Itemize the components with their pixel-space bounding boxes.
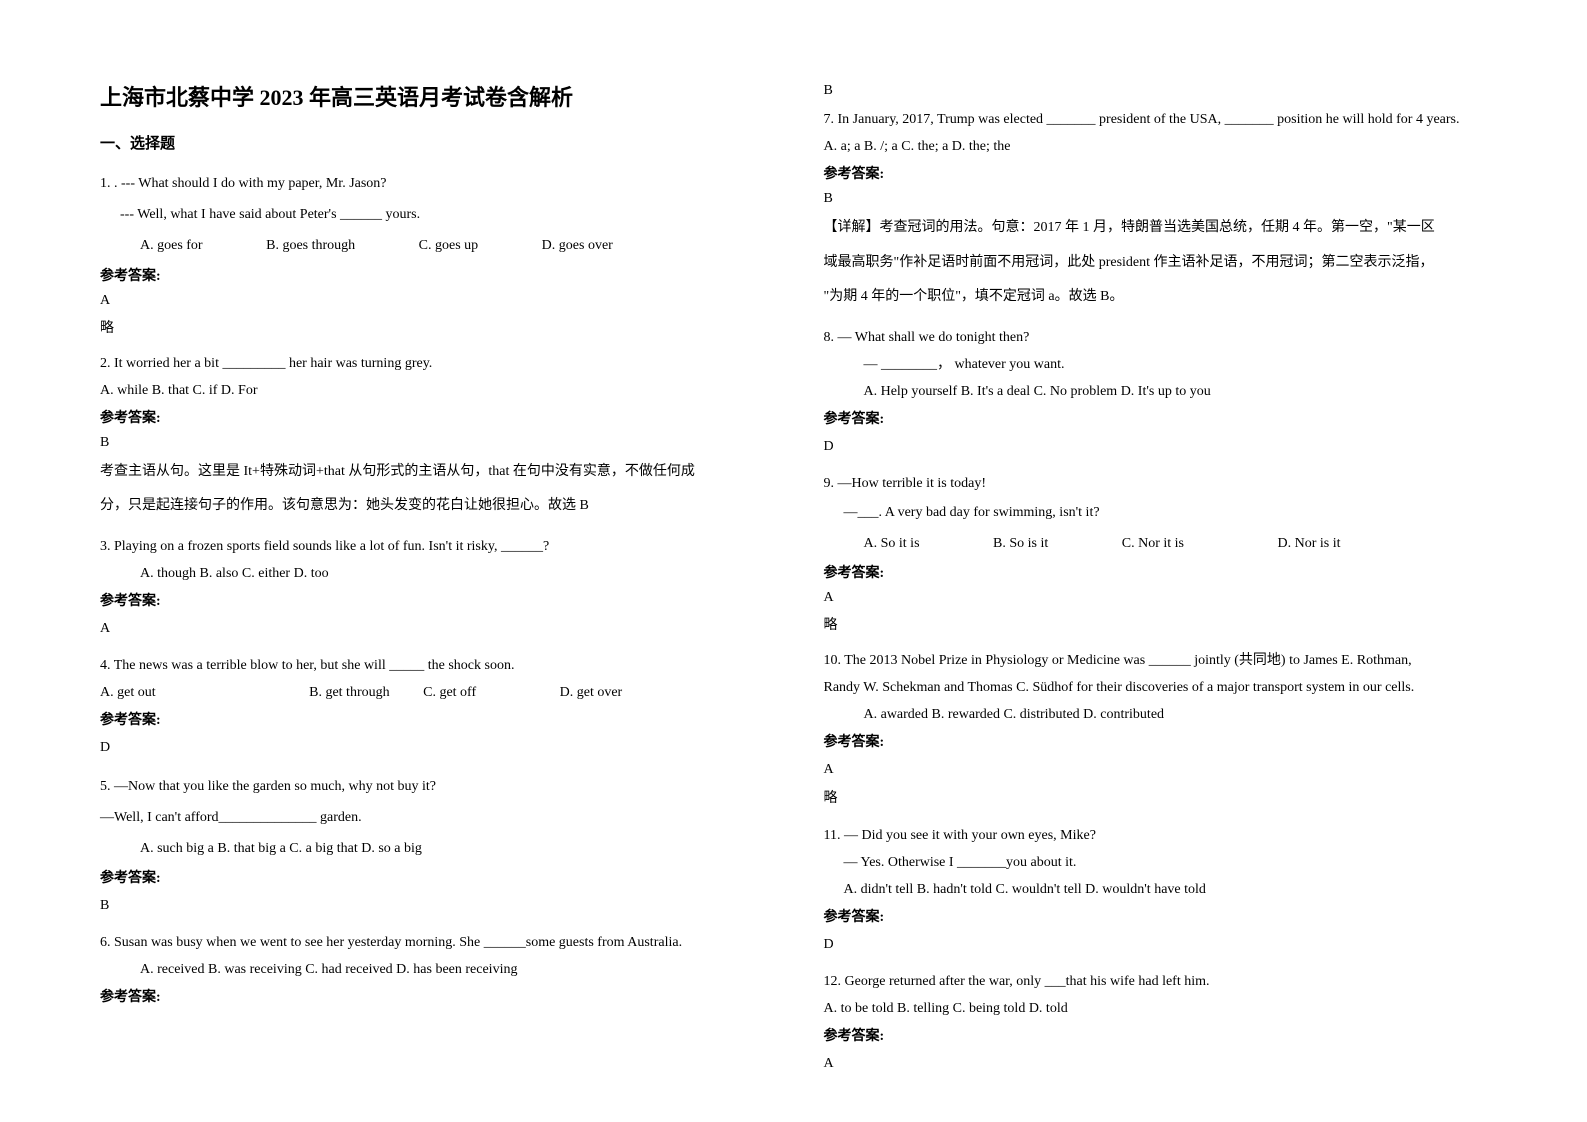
q9-optA: A. So it is (864, 531, 920, 556)
answer-label: 参考答案: (824, 906, 1488, 926)
q4-answer: D (100, 737, 764, 758)
q12-line1: 12. George returned after the war, only … (824, 971, 1488, 992)
q1-optA: A. goes for (140, 233, 203, 258)
q5-line1: 5. —Now that you like the garden so much… (100, 774, 764, 799)
q4-options: A. get out B. get through C. get off D. … (100, 682, 764, 703)
q12-answer: A (824, 1053, 1488, 1074)
q4-line1: 4. The news was a terrible blow to her, … (100, 655, 764, 676)
q10-line1: 10. The 2013 Nobel Prize in Physiology o… (824, 650, 1488, 671)
answer-label: 参考答案: (100, 986, 764, 1006)
answer-label: 参考答案: (100, 407, 764, 427)
q9-omit: 略 (824, 614, 1488, 634)
question-2: 2. It worried her a bit _________ her ha… (100, 353, 764, 528)
answer-label: 参考答案: (824, 408, 1488, 428)
q11-options: A. didn't tell B. hadn't told C. wouldn'… (824, 879, 1488, 900)
q1-answer: A (100, 293, 764, 309)
q9-optC: C. Nor it is (1122, 531, 1184, 556)
answer-label: 参考答案: (100, 265, 764, 285)
q10-omit: 略 (824, 788, 1488, 809)
q7-exp3: "为期 4 年的一个职位"，填不定冠词 a。故选 B。 (824, 284, 1488, 311)
q2-exp2: 分，只是起连接句子的作用。该句意思为：她头发变的花白让她很担心。故选 B (100, 493, 764, 520)
question-11: 11. — Did you see it with your own eyes,… (824, 825, 1488, 963)
page-title: 上海市北蔡中学 2023 年高三英语月考试卷含解析 (100, 80, 764, 112)
q8-line2: — ________， whatever you want. (824, 354, 1488, 375)
q1-options: A. goes for B. goes through C. goes up D… (100, 233, 764, 258)
answer-label: 参考答案: (100, 590, 764, 610)
answer-label: 参考答案: (824, 562, 1488, 582)
answer-label: 参考答案: (824, 731, 1488, 751)
q7-options: A. a; a B. /; a C. the; a D. the; the (824, 136, 1488, 157)
q10-line2: Randy W. Schekman and Thomas C. Südhof f… (824, 677, 1488, 698)
q6-answer: B (824, 80, 1488, 101)
q11-line1: 11. — Did you see it with your own eyes,… (824, 825, 1488, 846)
q10-answer: A (824, 759, 1488, 780)
q2-exp1: 考查主语从句。这里是 It+特殊动词+that 从句形式的主语从句，that 在… (100, 459, 764, 486)
q2-options: A. while B. that C. if D. For (100, 380, 764, 401)
q5-options: A. such big a B. that big a C. a big tha… (100, 836, 764, 861)
q2-line1: 2. It worried her a bit _________ her ha… (100, 353, 764, 374)
q8-line1: 8. — What shall we do tonight then? (824, 327, 1488, 348)
q1-line1: 1. . --- What should I do with my paper,… (100, 171, 764, 196)
q7-line1: 7. In January, 2017, Trump was elected _… (824, 109, 1488, 130)
answer-label: 参考答案: (100, 867, 764, 887)
question-9: 9. —How terrible it is today! —___. A ve… (824, 473, 1488, 642)
q9-optB: B. So is it (993, 531, 1048, 556)
question-12: 12. George returned after the war, only … (824, 971, 1488, 1082)
question-3: 3. Playing on a frozen sports field soun… (100, 536, 764, 647)
q9-line2: —___. A very bad day for swimming, isn't… (824, 500, 1488, 525)
q11-answer: D (824, 934, 1488, 955)
question-8: 8. — What shall we do tonight then? — __… (824, 327, 1488, 465)
q5-line2: —Well, I can't afford______________ gard… (100, 805, 764, 830)
q4-optD: D. get over (560, 682, 623, 703)
q3-answer: A (100, 618, 764, 639)
question-10: 10. The 2013 Nobel Prize in Physiology o… (824, 650, 1488, 817)
q2-answer: B (100, 435, 764, 451)
answer-label: 参考答案: (824, 1025, 1488, 1045)
question-5: 5. —Now that you like the garden so much… (100, 774, 764, 925)
question-6: 6. Susan was busy when we went to see he… (100, 932, 764, 1014)
q3-options: A. though B. also C. either D. too (100, 563, 764, 584)
q4-optA: A. get out (100, 682, 156, 703)
q4-optC: C. get off (423, 682, 476, 703)
q10-options: A. awarded B. rewarded C. distributed D.… (824, 704, 1488, 725)
answer-label: 参考答案: (100, 709, 764, 729)
q12-options: A. to be told B. telling C. being told D… (824, 998, 1488, 1019)
q4-optB: B. get through (309, 682, 390, 703)
right-column: B 7. In January, 2017, Trump was elected… (824, 80, 1488, 1042)
left-column: 上海市北蔡中学 2023 年高三英语月考试卷含解析 一、选择题 1. . ---… (100, 80, 764, 1042)
q1-omit: 略 (100, 317, 764, 337)
q9-answer: A (824, 590, 1488, 606)
question-4: 4. The news was a terrible blow to her, … (100, 655, 764, 766)
question-7: 7. In January, 2017, Trump was elected _… (824, 109, 1488, 319)
q3-line1: 3. Playing on a frozen sports field soun… (100, 536, 764, 557)
q9-optD: D. Nor is it (1278, 531, 1341, 556)
q7-answer: B (824, 191, 1488, 207)
q1-optD: D. goes over (542, 233, 613, 258)
q6-options: A. received B. was receiving C. had rece… (100, 959, 764, 980)
q1-line2: --- Well, what I have said about Peter's… (100, 202, 764, 227)
q6-line1: 6. Susan was busy when we went to see he… (100, 932, 764, 953)
q9-line1: 9. —How terrible it is today! (824, 473, 1488, 494)
q9-options: A. So it is B. So is it C. Nor it is D. … (824, 531, 1488, 556)
q1-optC: C. goes up (419, 233, 479, 258)
q8-answer: D (824, 436, 1488, 457)
q11-line2: — Yes. Otherwise I _______you about it. (824, 852, 1488, 873)
q7-exp2: 域最高职务"作补足语时前面不用冠词，此处 president 作主语补足语，不用… (824, 250, 1488, 277)
q8-options: A. Help yourself B. It's a deal C. No pr… (824, 381, 1488, 402)
question-1: 1. . --- What should I do with my paper,… (100, 171, 764, 345)
answer-label: 参考答案: (824, 163, 1488, 183)
q5-answer: B (100, 895, 764, 916)
q7-exp1: 【详解】考查冠词的用法。句意：2017 年 1 月，特朗普当选美国总统，任期 4… (824, 215, 1488, 242)
q1-optB: B. goes through (266, 233, 355, 258)
section-heading: 一、选择题 (100, 132, 764, 153)
